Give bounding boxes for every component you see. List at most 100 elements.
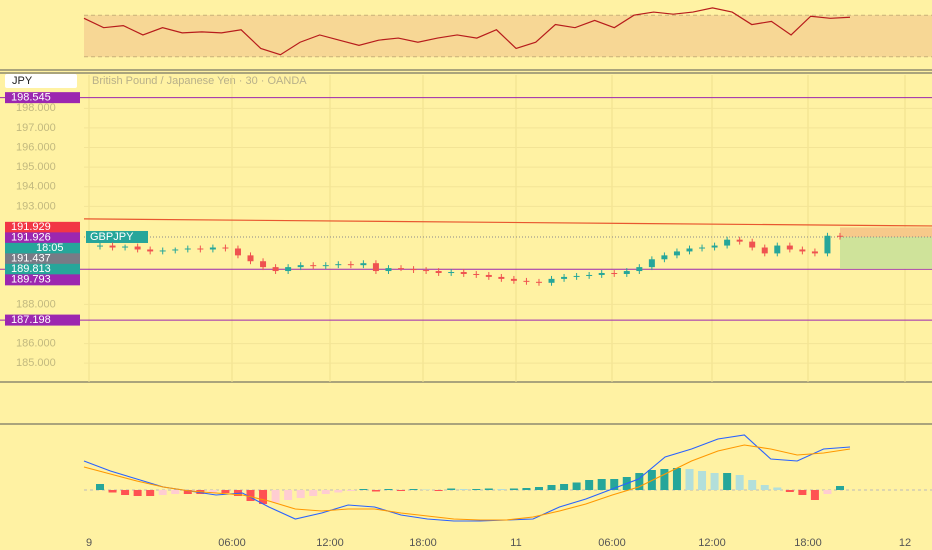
histogram-bar <box>472 489 481 490</box>
y-tick-label: 195.000 <box>16 161 56 173</box>
candle-body <box>699 247 706 249</box>
x-tick-label: 12 <box>899 537 911 549</box>
histogram-bar <box>96 484 104 490</box>
histogram-bar <box>597 479 606 490</box>
y-tick-label: 198.000 <box>16 102 56 114</box>
histogram-bar <box>836 486 844 490</box>
candle-body <box>786 245 793 250</box>
histogram-bar <box>133 490 142 496</box>
histogram-bar <box>208 490 217 493</box>
symbol-box-text[interactable]: JPY <box>12 75 33 87</box>
histogram-bar <box>334 490 343 493</box>
candle-body <box>310 265 317 267</box>
histogram-bar <box>246 490 255 501</box>
y-tick-label: 197.000 <box>16 122 56 134</box>
histogram-bar <box>773 487 782 490</box>
candle-body <box>561 276 568 279</box>
y-tick-label: 185.000 <box>16 357 56 369</box>
histogram-bar <box>271 490 280 503</box>
histogram-bar <box>422 489 431 490</box>
histogram-bar <box>158 490 167 495</box>
macd-line <box>83 434 851 522</box>
candle-body <box>799 249 806 252</box>
price-tag-text: 18:05 <box>36 242 64 254</box>
candle-body <box>272 267 279 272</box>
histogram-bar <box>760 485 769 490</box>
y-tick-label: 186.000 <box>16 337 56 349</box>
price-tag-text: 198.545 <box>11 92 51 104</box>
histogram-bar <box>371 490 380 492</box>
candle-body <box>197 248 204 250</box>
trend-line <box>83 218 932 227</box>
candle-body <box>623 271 630 274</box>
histogram-bar <box>785 490 794 492</box>
candle-body <box>573 275 580 277</box>
x-tick-label: 9 <box>86 537 92 549</box>
price-tag <box>5 274 80 286</box>
candle-body <box>347 264 354 266</box>
candle-body <box>159 250 166 252</box>
histogram-bar <box>585 480 594 490</box>
candle-body <box>134 246 141 250</box>
histogram-bar <box>735 475 744 490</box>
candle-body <box>598 273 605 275</box>
histogram-bar <box>572 482 581 490</box>
candle-body <box>385 268 392 272</box>
candle-body <box>435 271 442 274</box>
symbol-tag <box>86 230 148 243</box>
stop-zone <box>840 227 932 237</box>
histogram-bar <box>509 488 518 490</box>
histogram-bar <box>434 490 443 491</box>
rsi-line <box>83 7 851 56</box>
histogram-bar <box>346 490 355 491</box>
histogram-bar <box>610 479 619 490</box>
candle-body <box>736 239 743 242</box>
histogram-bar <box>309 490 318 496</box>
histogram-bar <box>221 490 230 493</box>
candle-body <box>222 247 229 249</box>
histogram-bar <box>810 490 819 500</box>
histogram-bar <box>484 488 493 490</box>
candle-body <box>297 265 304 268</box>
price-tag-text: 191.929 <box>11 221 51 233</box>
price-tag <box>5 232 80 244</box>
candle-body <box>448 272 455 274</box>
candle-body <box>360 263 367 266</box>
histogram-bar <box>560 484 569 490</box>
price-tag-text: 189.793 <box>11 274 51 286</box>
candle-body <box>498 276 505 279</box>
x-tick-label: 12:00 <box>698 537 726 549</box>
histogram-bar <box>635 473 644 490</box>
candle-body <box>97 245 103 247</box>
candle-body <box>335 264 342 266</box>
rsi-band <box>84 15 932 57</box>
price-tag <box>5 221 80 233</box>
histogram-bar <box>685 469 694 490</box>
candle-body <box>749 241 756 248</box>
candle-body <box>398 268 405 270</box>
candle-body <box>824 235 831 254</box>
price-tag <box>5 242 80 254</box>
candle-body <box>510 278 517 281</box>
histogram-bar <box>171 490 180 494</box>
target-zone <box>840 236 932 269</box>
candle-body <box>711 245 718 248</box>
histogram-bar <box>121 490 130 495</box>
symbol-box[interactable] <box>5 74 77 88</box>
histogram-bar <box>547 485 556 490</box>
histogram-bar <box>146 490 155 496</box>
candle-body <box>636 267 643 272</box>
candle-body <box>322 265 329 267</box>
candle-body <box>285 267 292 272</box>
price-tag <box>5 314 80 326</box>
candle-body <box>761 247 768 254</box>
histogram-bar <box>409 489 418 490</box>
candle-body <box>423 270 430 272</box>
histogram-bar <box>672 468 681 490</box>
candle-body <box>774 245 781 254</box>
candle-body <box>686 248 693 252</box>
histogram-bar <box>534 487 543 490</box>
y-tick-label: 188.000 <box>16 298 56 310</box>
candle-body <box>209 247 216 250</box>
